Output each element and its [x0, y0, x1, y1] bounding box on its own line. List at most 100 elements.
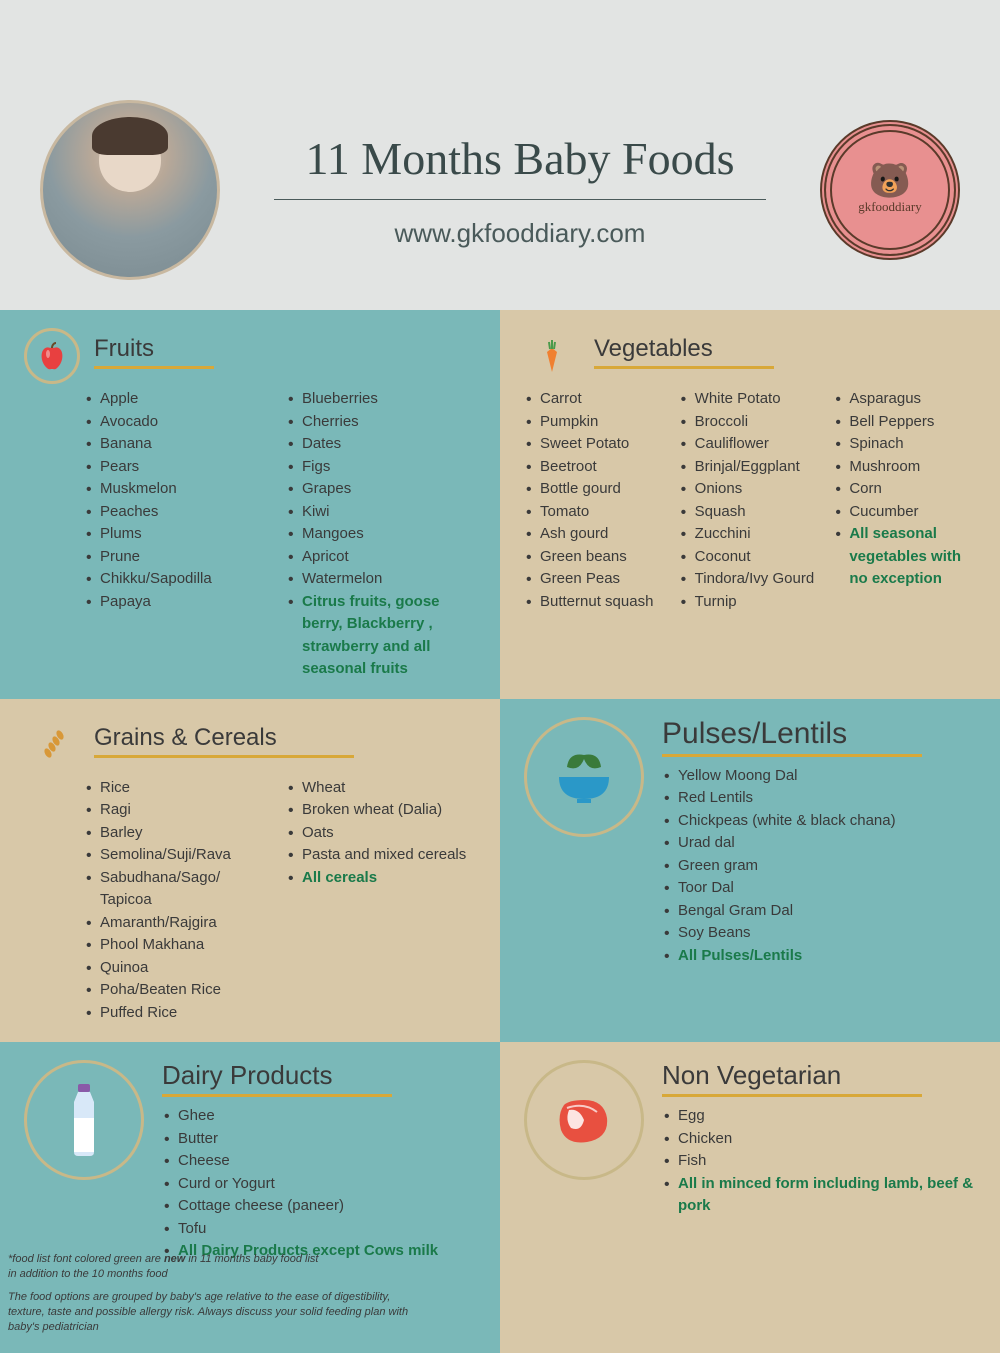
list-item: Tomato — [524, 501, 667, 524]
list-item: Toor Dal — [662, 877, 976, 900]
list-item: Ghee — [162, 1105, 476, 1128]
list-item: Poha/Beaten Rice — [84, 979, 274, 1002]
list-item: Onions — [679, 478, 822, 501]
list-item: Chicken — [662, 1128, 976, 1151]
list-item: Broken wheat (Dalia) — [286, 799, 476, 822]
list-item: Green beans — [524, 546, 667, 569]
list-item: Spinach — [833, 433, 976, 456]
brand-logo: 🐻 gkfooddiary — [820, 120, 960, 260]
veg-col1: CarrotPumpkinSweet PotatoBeetrootBottle … — [524, 388, 667, 613]
list-item: Green Peas — [524, 568, 667, 591]
fruits-panel: Fruits AppleAvocadoBananaPearsMuskmelonP… — [0, 310, 500, 699]
veg-col3: AsparagusBell PeppersSpinachMushroomCorn… — [833, 388, 976, 591]
list-item: Sweet Potato — [524, 433, 667, 456]
fruits-title: Fruits — [94, 335, 476, 363]
list-item: Muskmelon — [84, 478, 274, 501]
carrot-icon — [524, 328, 580, 384]
bottle-icon — [24, 1060, 144, 1180]
list-item: Cottage cheese (paneer) — [162, 1195, 476, 1218]
bowl-icon — [524, 717, 644, 837]
section-rule — [94, 366, 214, 369]
page-title: 11 Months Baby Foods — [240, 132, 800, 185]
list-item: Zucchini — [679, 523, 822, 546]
list-item: Watermelon — [286, 568, 476, 591]
grains-col1: RiceRagiBarleySemolina/Suji/RavaSabudhan… — [84, 777, 274, 1025]
list-item: Avocado — [84, 411, 274, 434]
list-item: Egg — [662, 1105, 976, 1128]
pulses-title: Pulses/Lentils — [662, 717, 976, 751]
section-rule — [662, 1094, 922, 1097]
list-item: Corn — [833, 478, 976, 501]
list-item: Cucumber — [833, 501, 976, 524]
list-item-highlight: All cereals — [286, 867, 476, 890]
list-item: Ragi — [84, 799, 274, 822]
list-item: Bottle gourd — [524, 478, 667, 501]
vegetables-panel: Vegetables CarrotPumpkinSweet PotatoBeet… — [500, 310, 1000, 699]
list-item-highlight: All Pulses/Lentils — [662, 945, 976, 968]
title-underline — [274, 199, 767, 200]
list-item: Fish — [662, 1150, 976, 1173]
list-item: Plums — [84, 523, 274, 546]
list-item: Pumpkin — [524, 411, 667, 434]
site-url: www.gkfooddiary.com — [240, 218, 800, 249]
header: 11 Months Baby Foods www.gkfooddiary.com… — [0, 0, 1000, 310]
list-item: Papaya — [84, 591, 274, 614]
list-item: Oats — [286, 822, 476, 845]
list-item: Banana — [84, 433, 274, 456]
vegetables-title: Vegetables — [594, 335, 976, 363]
list-item: Carrot — [524, 388, 667, 411]
list-item: Yellow Moong Dal — [662, 765, 976, 788]
list-item: Chickpeas (white & black chana) — [662, 810, 976, 833]
list-item: Cauliflower — [679, 433, 822, 456]
list-item: Kiwi — [286, 501, 476, 524]
list-item: Butter — [162, 1128, 476, 1151]
list-item: Dates — [286, 433, 476, 456]
content-grid: Fruits AppleAvocadoBananaPearsMuskmelonP… — [0, 310, 1000, 1353]
list-item: Amaranth/Rajgira — [84, 912, 274, 935]
footnotes: *food list font colored green are new in… — [8, 1252, 408, 1342]
list-item: Grapes — [286, 478, 476, 501]
list-item: Curd or Yogurt — [162, 1173, 476, 1196]
list-item: Urad dal — [662, 832, 976, 855]
list-item: Bell Peppers — [833, 411, 976, 434]
pulses-panel: Pulses/Lentils Yellow Moong DalRed Lenti… — [500, 699, 1000, 1043]
list-item: Semolina/Suji/Rava — [84, 844, 274, 867]
fruits-col2: BlueberriesCherriesDatesFigsGrapesKiwiMa… — [286, 388, 476, 681]
list-item: Wheat — [286, 777, 476, 800]
list-item: Chikku/Sapodilla — [84, 568, 274, 591]
list-item: Squash — [679, 501, 822, 524]
list-item: Cherries — [286, 411, 476, 434]
list-item: White Potato — [679, 388, 822, 411]
grains-title: Grains & Cereals — [94, 724, 476, 752]
dairy-panel: Dairy Products GheeButterCheeseCurd or Y… — [0, 1042, 500, 1353]
fruits-col1: AppleAvocadoBananaPearsMuskmelonPeachesP… — [84, 388, 274, 613]
list-item: Prune — [84, 546, 274, 569]
list-item: Broccoli — [679, 411, 822, 434]
list-item: Puffed Rice — [84, 1002, 274, 1025]
wheat-icon — [24, 717, 80, 773]
list-item: Bengal Gram Dal — [662, 900, 976, 923]
title-block: 11 Months Baby Foods www.gkfooddiary.com — [240, 132, 800, 249]
list-item: Cheese — [162, 1150, 476, 1173]
list-item: Quinoa — [84, 957, 274, 980]
section-rule — [94, 755, 354, 758]
list-item: Barley — [84, 822, 274, 845]
grains-col2: WheatBroken wheat (Dalia) OatsPasta and … — [286, 777, 476, 890]
nonveg-panel: Non Vegetarian EggChickenFishAll in minc… — [500, 1042, 1000, 1353]
section-rule — [594, 366, 774, 369]
veg-col2: White PotatoBroccoliCauliflowerBrinjal/E… — [679, 388, 822, 613]
list-item-highlight: All in minced form including lamb, beef … — [662, 1173, 976, 1218]
list-item: Red Lentils — [662, 787, 976, 810]
list-item: Peaches — [84, 501, 274, 524]
list-item: Pears — [84, 456, 274, 479]
list-item: Mushroom — [833, 456, 976, 479]
list-item: Tindora/Ivy Gourd — [679, 568, 822, 591]
list-item: Butternut squash — [524, 591, 667, 614]
dairy-title: Dairy Products — [162, 1060, 476, 1091]
nonveg-title: Non Vegetarian — [662, 1060, 976, 1091]
apple-icon — [24, 328, 80, 384]
list-item: Turnip — [679, 591, 822, 614]
list-item: Asparagus — [833, 388, 976, 411]
list-item-highlight: Citrus fruits, goose berry, Blackberry ,… — [286, 591, 476, 681]
list-item: Brinjal/Eggplant — [679, 456, 822, 479]
